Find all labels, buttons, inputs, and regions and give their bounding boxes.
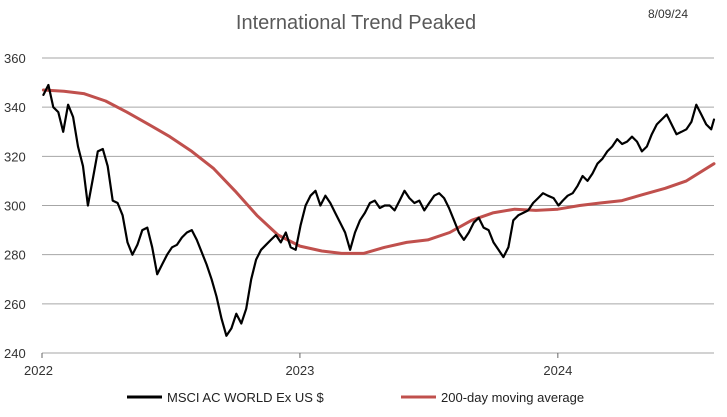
- legend-label-msci: MSCI AC WORLD Ex US $: [167, 390, 325, 405]
- x-tick-label: 2023: [285, 363, 314, 378]
- date-stamp: 8/09/24: [648, 7, 688, 21]
- y-tick-label: 360: [4, 51, 26, 66]
- y-axis-ticks: 240 260 280 300 320 340 360: [4, 51, 26, 361]
- y-tick-label: 280: [4, 248, 26, 263]
- series-lines: [41, 83, 716, 337]
- legend: MSCI AC WORLD Ex US $ 200-day moving ave…: [127, 390, 584, 405]
- series-line-moving-average: [41, 88, 716, 255]
- x-tick-label: 2022: [24, 363, 53, 378]
- legend-label-moving-average: 200-day moving average: [441, 390, 584, 405]
- x-axis-ticks: 2022 2023 2024: [24, 353, 572, 378]
- y-tick-label: 320: [4, 149, 26, 164]
- x-tick-label: 2024: [543, 363, 572, 378]
- y-tick-label: 240: [4, 346, 26, 361]
- series-line-msci: [42, 83, 716, 337]
- chart-title: International Trend Peaked: [236, 12, 476, 34]
- y-tick-label: 300: [4, 199, 26, 214]
- y-tick-label: 340: [4, 100, 26, 115]
- y-tick-label: 260: [4, 297, 26, 312]
